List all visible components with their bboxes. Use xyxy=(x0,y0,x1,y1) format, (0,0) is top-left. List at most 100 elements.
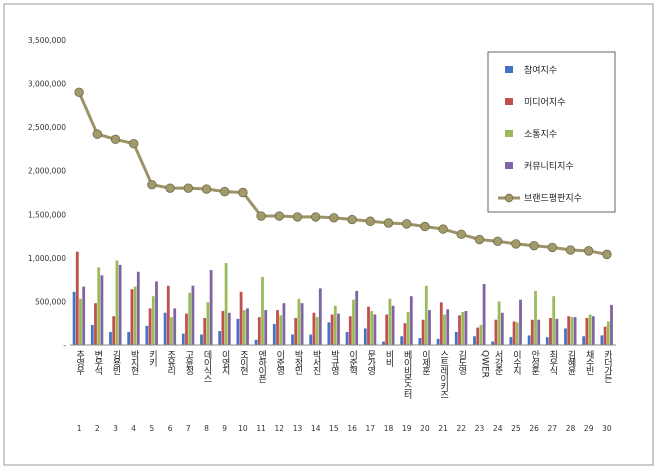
bar-4-6 xyxy=(173,308,177,345)
legend-swatch-2 xyxy=(505,98,513,105)
bar-1-28 xyxy=(564,328,567,345)
bar-1-23 xyxy=(473,336,476,345)
bar-2-2 xyxy=(94,303,97,345)
category-index: 21 xyxy=(438,424,448,433)
category-index: 19 xyxy=(402,424,412,433)
bar-1-19 xyxy=(400,336,404,345)
bar-3-24 xyxy=(497,301,501,345)
bar-2-17 xyxy=(367,306,370,345)
bar-1-21 xyxy=(436,338,440,345)
bar-4-19 xyxy=(409,296,413,345)
category-index: 13 xyxy=(293,424,303,433)
bar-3-6 xyxy=(170,317,173,345)
bar-3-16 xyxy=(352,299,355,345)
bar-1-13 xyxy=(291,334,294,345)
y-tick-label: 1,000,000 xyxy=(28,254,66,263)
bar-3-12 xyxy=(279,315,283,345)
line-point-23 xyxy=(474,234,485,245)
category-index: 26 xyxy=(529,424,539,433)
bar-3-13 xyxy=(297,298,301,345)
bar-3-10 xyxy=(242,310,246,345)
y-tick-label: - xyxy=(63,341,66,350)
bar-1-15 xyxy=(327,322,331,345)
category-index: 25 xyxy=(511,424,521,433)
category-label: 박규영 xyxy=(329,350,339,375)
line-point-26 xyxy=(529,240,539,251)
bar-2-18 xyxy=(385,314,389,345)
legend-label-3: 소통지수 xyxy=(524,129,557,140)
category-index: 17 xyxy=(366,424,376,433)
category-label: 데이식스 xyxy=(202,350,212,382)
bar-1-14 xyxy=(309,334,313,345)
bar-2-13 xyxy=(294,317,298,345)
bar-3-23 xyxy=(479,324,483,345)
category-index: 20 xyxy=(420,424,430,433)
line-point-18 xyxy=(383,218,394,228)
bar-2-20 xyxy=(421,319,425,345)
bar-3-21 xyxy=(443,314,446,345)
line-point-20 xyxy=(420,221,430,232)
category-index: 14 xyxy=(311,424,321,433)
y-tick-label: 2,000,000 xyxy=(28,167,66,176)
bar-1-4 xyxy=(127,331,131,345)
category-label: 박정민 xyxy=(293,350,303,375)
category-index: 2 xyxy=(95,424,100,433)
bar-4-4 xyxy=(136,271,140,345)
line-point-16 xyxy=(347,214,357,225)
category-index: 11 xyxy=(256,424,266,433)
bar-3-2 xyxy=(97,267,101,345)
bar-3-4 xyxy=(133,286,137,345)
bar-1-20 xyxy=(418,338,422,345)
category-index: 1 xyxy=(77,424,82,433)
category-index: 28 xyxy=(566,424,576,433)
legend-swatch-4 xyxy=(505,162,513,169)
category-label: QWER xyxy=(480,350,490,378)
bar-3-11 xyxy=(261,277,264,345)
legend-swatch-3 xyxy=(505,130,513,137)
bar-3-5 xyxy=(151,296,155,345)
bar-4-21 xyxy=(446,309,450,345)
bar-3-7 xyxy=(188,292,192,345)
category-label: 조유리 xyxy=(165,350,175,376)
line-point-2 xyxy=(92,129,103,139)
bar-3-18 xyxy=(388,298,392,345)
category-label: 최우식 xyxy=(547,350,557,376)
category-label: 변우석 xyxy=(92,350,102,376)
bar-4-12 xyxy=(282,303,286,345)
line-point-14 xyxy=(311,212,321,222)
y-tick-label: 2,500,000 xyxy=(28,123,66,132)
line-point-9 xyxy=(219,186,230,197)
bar-2-16 xyxy=(348,316,352,345)
bar-2-3 xyxy=(112,316,116,345)
bar-2-22 xyxy=(458,315,461,345)
bar-1-30 xyxy=(600,335,604,345)
bar-3-9 xyxy=(224,263,228,345)
bar-3-15 xyxy=(333,305,337,345)
bar-4-14 xyxy=(318,288,322,345)
bar-4-8 xyxy=(209,270,213,345)
bar-1-16 xyxy=(345,331,349,345)
bar-1-17 xyxy=(363,328,367,345)
bar-2-23 xyxy=(476,327,480,345)
line-point-15 xyxy=(329,213,339,223)
bar-2-15 xyxy=(330,314,334,345)
bar-2-25 xyxy=(512,321,516,345)
y-tick-label: 3,000,000 xyxy=(28,80,66,89)
bar-2-9 xyxy=(221,311,225,345)
category-label: 엔하이픈 xyxy=(256,350,266,383)
category-index: 8 xyxy=(204,424,209,433)
legend-label-2: 미디어지수 xyxy=(524,97,565,108)
bar-1-5 xyxy=(145,325,149,345)
line-point-3 xyxy=(110,134,121,145)
bar-2-4 xyxy=(130,289,134,345)
bar-1-3 xyxy=(109,331,112,345)
bar-4-23 xyxy=(482,284,486,345)
category-label: 박서진 xyxy=(311,350,321,375)
bar-3-25 xyxy=(515,322,519,345)
bar-3-1 xyxy=(79,298,82,345)
line-point-6 xyxy=(165,183,175,193)
bar-4-29 xyxy=(591,316,595,345)
line-point-22 xyxy=(456,229,467,240)
line-point-13 xyxy=(292,212,303,222)
